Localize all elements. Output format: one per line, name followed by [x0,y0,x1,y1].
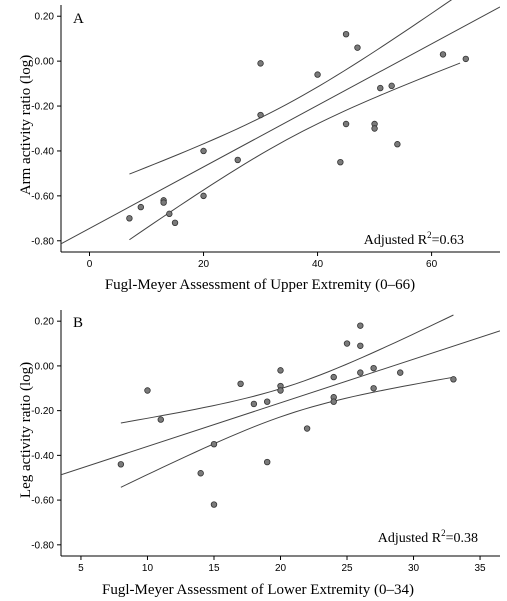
x-axis-label-b: Fugl-Meyer Assessment of Lower Extremity… [102,582,414,598]
data-point [197,470,204,477]
data-point [303,425,311,432]
data-point [370,385,377,392]
r2-annotation-a: Adjusted R2=0.63 [364,230,464,248]
y-axis-label-b: Leg activity ratio (log) [18,362,34,498]
data-point [117,461,125,468]
r2-suffix-a: =0.63 [432,233,464,248]
r2-annotation-b: Adjusted R2=0.38 [378,528,478,546]
data-point [200,192,207,200]
ci-lower-line [120,376,454,488]
r2-sup-b: 2 [441,528,446,538]
x-tick-label: 20 [275,563,287,574]
data-point [450,376,457,383]
y-tick-label: -0.20 [31,406,54,417]
regression-line [61,6,500,245]
data-point [137,203,145,211]
y-tick-label: -0.40 [31,146,54,157]
x-tick-label: 40 [312,259,324,270]
data-point [394,141,401,148]
data-point [371,125,378,132]
x-axis-label-a: Fugl-Meyer Assessment of Upper Extremity… [105,277,415,293]
data-point [330,373,337,381]
y-tick-label: 0.20 [35,317,55,328]
data-point [277,367,284,374]
x-tick-label: 5 [78,563,84,574]
y-tick-label: -0.80 [31,236,54,247]
data-point [397,369,404,376]
data-point [343,340,351,347]
data-point [263,458,271,466]
x-tick-label: 35 [474,563,486,574]
data-point [357,342,364,349]
panel-a: Arm activity ratio (log) Fugl-Meyer Asse… [18,0,500,293]
data-point [357,369,364,376]
y-tick-label: -0.60 [31,191,54,202]
data-point [439,51,447,58]
y-tick-label: -0.20 [31,102,54,113]
data-point [263,398,271,405]
y-tick-label: 0.20 [35,12,55,23]
data-point [388,82,395,90]
ci-upper-line [120,314,454,424]
y-tick-label: -0.60 [31,496,54,507]
data-point [354,44,361,51]
data-point [171,219,179,227]
data-point [144,387,151,394]
panel-label-a: A [73,11,84,27]
data-point [330,398,337,405]
r2-prefix-b: Adjusted R [378,531,442,546]
data-point [210,440,218,448]
x-tick-label: 0 [87,259,93,270]
data-point [210,501,218,508]
x-tick-label: 60 [426,259,438,270]
data-point [166,210,173,218]
r2-suffix-b: =0.38 [446,531,478,546]
x-tick-label: 30 [408,563,420,574]
y-tick-label: -0.40 [31,451,54,462]
data-point [277,387,284,394]
data-point [370,364,377,372]
panel-b: Leg activity ratio (log) Fugl-Meyer Asse… [18,310,500,598]
data-point [250,400,258,408]
data-point [342,30,350,38]
data-point [234,156,241,164]
data-point [342,120,350,128]
x-tick-label: 20 [198,259,210,270]
ci-lower-line [129,62,461,241]
panel-label-b: B [73,315,83,331]
data-point [462,55,469,63]
y-tick-label: -0.80 [31,540,54,551]
data-point [160,199,167,206]
data-point [357,322,364,329]
y-tick-label: 0.00 [35,361,55,372]
data-point [257,60,264,67]
data-point [257,111,264,119]
regression-line [61,330,500,476]
y-axis-label-a: Arm activity ratio (log) [18,55,34,195]
data-point [337,158,344,166]
data-point [314,71,321,78]
y-tick-label: 0.00 [35,57,55,68]
data-point [200,147,207,155]
data-point [157,416,164,423]
x-tick-label: 10 [142,563,154,574]
data-point [377,84,384,92]
ci-upper-line [129,0,453,175]
r2-sup-a: 2 [427,230,432,240]
x-tick-label: 25 [341,563,353,574]
data-point [237,380,244,387]
r2-prefix-a: Adjusted R [364,233,428,248]
x-tick-label: 15 [208,563,220,574]
data-point [126,215,133,222]
